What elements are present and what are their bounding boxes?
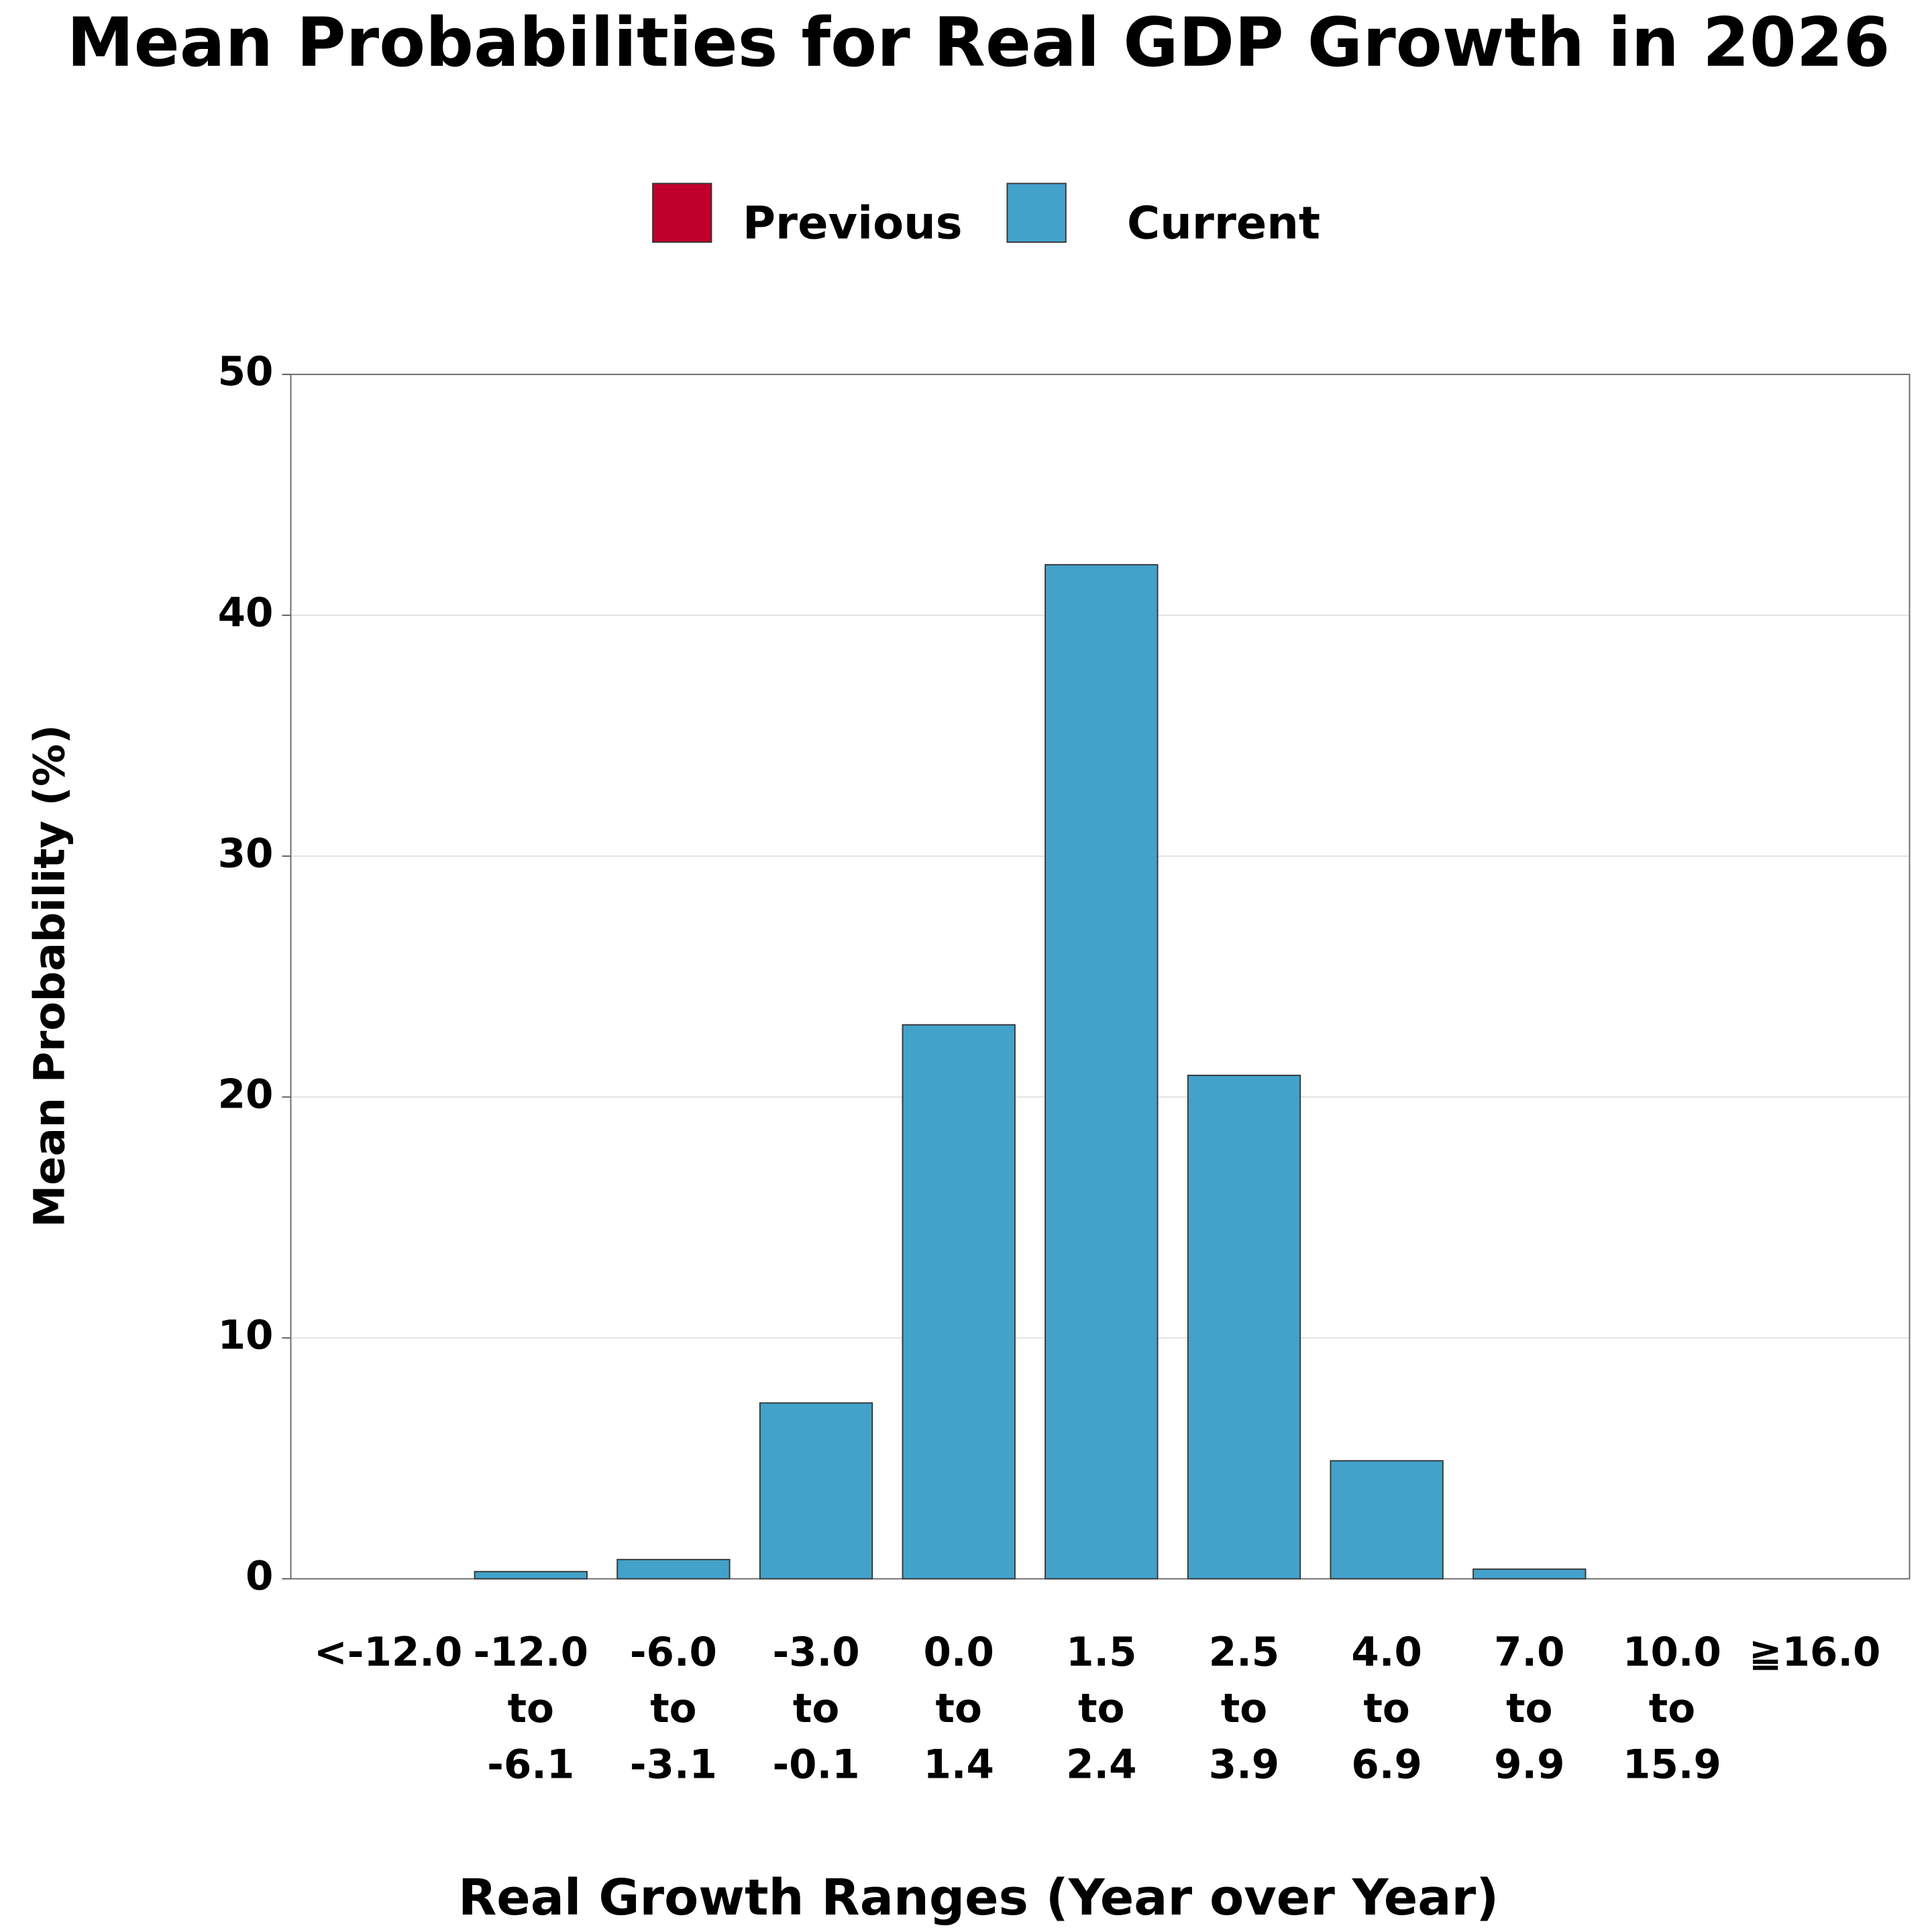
y-tick-label: 0 [246,1554,273,1600]
x-axis-label: Real Growth Ranges (Year over Year) [458,1868,1499,1927]
x-tick-label: -3.1 [630,1742,717,1788]
x-tick-label: to [508,1686,554,1732]
x-tick-label: 6.9 [1351,1742,1421,1788]
x-tick-label: -0.1 [772,1742,859,1788]
x-tick-label: 10.0 [1623,1629,1721,1676]
x-tick-label: 3.9 [1209,1742,1279,1788]
x-tick-label: to [793,1686,839,1732]
legend-swatch [652,182,712,243]
legend-label: Previous [743,197,963,249]
x-tick-label: 15.9 [1623,1742,1721,1788]
x-tick-label: -6.1 [487,1742,574,1788]
chart-title: Mean Probabilities for Real GDP Growth i… [67,3,1890,82]
x-tick-label: to [1363,1686,1409,1732]
y-tick-label: 10 [218,1313,274,1359]
y-tick-label: 40 [218,590,274,636]
bar [1187,1075,1301,1580]
bar [759,1402,873,1580]
x-tick-label: to [650,1686,696,1732]
bar [1472,1568,1587,1580]
bar [1044,564,1159,1580]
y-axis-label: Mean Probability (%) [25,724,74,1228]
x-tick-label: <-12.0 [314,1629,462,1676]
bar [474,1570,588,1580]
y-tick-label: 50 [218,349,274,395]
x-tick-label: 2.4 [1066,1742,1136,1788]
x-tick-label: 4.0 [1351,1629,1421,1676]
x-tick-label: -6.0 [630,1629,717,1676]
x-tick-label: to [1506,1686,1552,1732]
x-tick-label: 2.5 [1209,1629,1279,1676]
y-tick-label: 20 [218,1071,274,1118]
legend-label: Current [1127,197,1320,249]
x-tick-label: 1.4 [923,1742,994,1788]
x-tick-label: to [1078,1686,1124,1732]
bar [1330,1460,1444,1580]
x-tick-label: 7.0 [1494,1629,1564,1676]
x-tick-label: to [1649,1686,1695,1732]
x-tick-label: -3.0 [772,1629,859,1676]
x-tick-label: 9.9 [1494,1742,1564,1788]
bar [616,1558,731,1580]
x-tick-label: -12.0 [473,1629,588,1676]
x-tick-label: to [936,1686,982,1732]
legend-swatch [1006,182,1067,243]
y-tick-label: 30 [218,830,274,877]
x-tick-label: ≧16.0 [1749,1629,1881,1676]
x-tick-label: 1.5 [1066,1629,1136,1676]
bar [902,1024,1016,1580]
x-tick-label: to [1221,1686,1267,1732]
x-tick-label: 0.0 [923,1629,994,1676]
